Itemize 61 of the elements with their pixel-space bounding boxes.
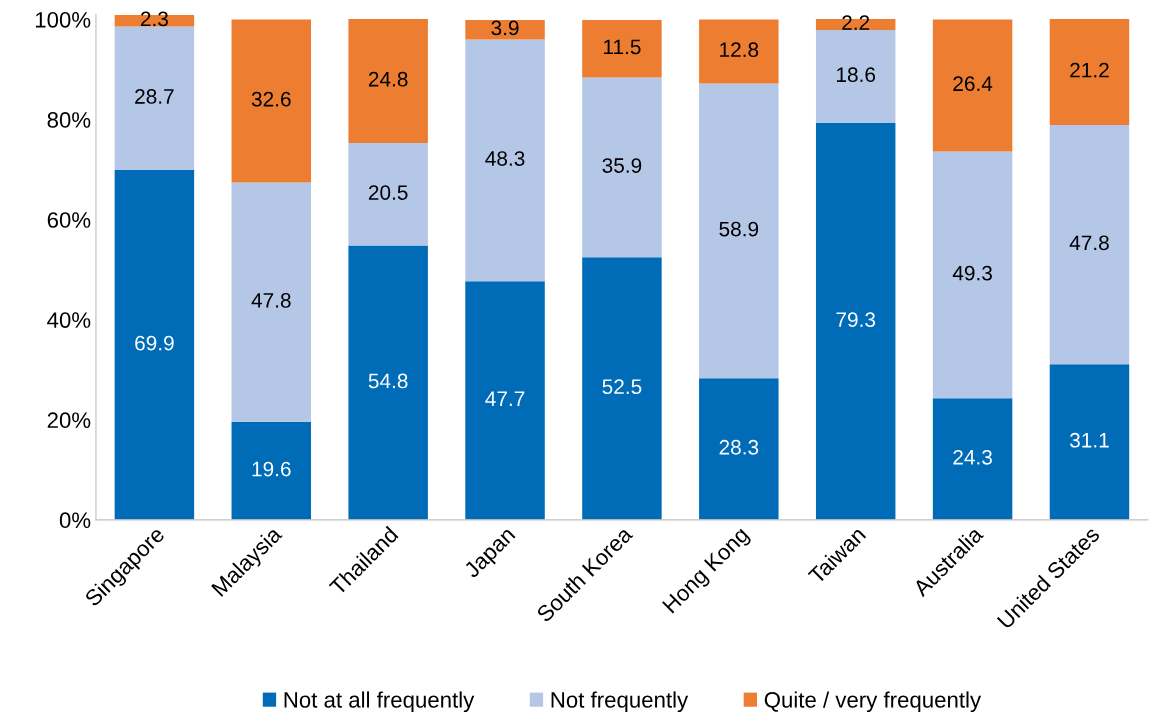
data-label: 2.2 [842, 15, 870, 30]
bar [582, 77, 662, 258]
legend-label: Not frequently [551, 691, 689, 713]
data-label: 47.8 [251, 293, 291, 308]
bar [348, 18, 428, 144]
data-label: 31.1 [1069, 432, 1109, 448]
bar [699, 378, 779, 520]
bar [114, 170, 195, 520]
bar [465, 39, 545, 282]
data-label: 48.3 [485, 151, 525, 166]
data-label: 11.5 [604, 39, 641, 55]
y-tick-label: 80% [47, 112, 91, 128]
data-label: 32.6 [251, 91, 291, 107]
data-label: 24.8 [368, 71, 408, 87]
bar [231, 421, 312, 520]
bar [932, 19, 1013, 152]
data-label: 49.3 [952, 265, 992, 281]
data-label: 24.3 [953, 449, 992, 465]
y-tick-label: 60% [47, 212, 91, 228]
data-label: 2.3 [140, 11, 168, 27]
bar [465, 281, 545, 520]
bar [1049, 18, 1130, 126]
data-label: 26.4 [953, 76, 993, 92]
data-label: 28.7 [135, 89, 174, 104]
data-label: 21.2 [1070, 62, 1109, 78]
data-label: 20.5 [368, 185, 408, 200]
bar [465, 19, 545, 40]
data-label: 52.5 [602, 379, 642, 395]
bar [1049, 125, 1130, 365]
legend-label: Not at all frequently [284, 691, 475, 713]
bar [348, 143, 428, 246]
data-label: 3.9 [491, 20, 519, 36]
data-label: 79.3 [836, 312, 876, 328]
bar [1049, 364, 1130, 520]
bar [231, 182, 312, 422]
data-label: 47.8 [1069, 235, 1109, 251]
y-tick-label: 0% [59, 512, 91, 529]
bar [582, 257, 662, 520]
bar [699, 19, 779, 84]
bar [348, 245, 428, 520]
data-label: 12.8 [720, 42, 759, 58]
data-label: 54.8 [368, 373, 408, 389]
bar [815, 29, 896, 124]
data-label: 19.6 [252, 461, 291, 477]
bar [815, 123, 896, 520]
y-tick-label: 100% [35, 11, 91, 28]
data-label: 35.9 [602, 158, 642, 173]
bar [932, 151, 1013, 399]
bar [582, 19, 662, 78]
data-label: 69.9 [135, 335, 174, 351]
data-label: 28.3 [719, 439, 759, 455]
data-label: 18.6 [837, 67, 876, 83]
y-tick-label: 40% [47, 312, 91, 328]
bar [231, 19, 312, 183]
legend-label: Quite / very frequently [764, 691, 982, 713]
y-tick-label: 20% [47, 412, 91, 429]
data-label: 58.9 [719, 221, 759, 237]
bar [114, 26, 195, 171]
bar [699, 83, 779, 379]
bar [932, 398, 1013, 520]
data-label: 47.7 [485, 391, 525, 406]
